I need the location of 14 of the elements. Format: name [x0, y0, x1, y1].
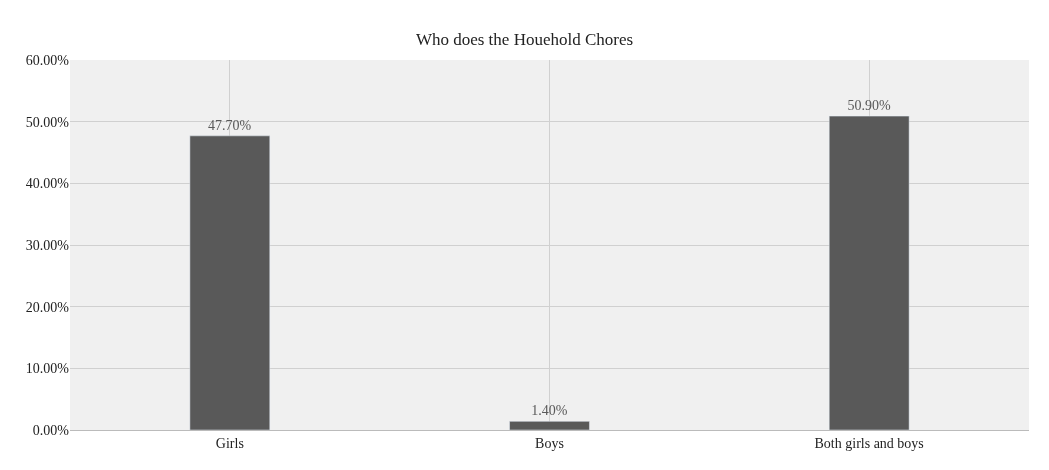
x-tick-label: Girls	[215, 435, 244, 451]
y-tick-label: 0.00%	[32, 422, 70, 438]
y-tick-label: 30.00%	[25, 237, 70, 253]
y-tick-label: 50.00%	[25, 114, 70, 130]
y-tick-label: 10.00%	[25, 361, 70, 377]
chart-title: Who does the Houehold Chores	[415, 29, 634, 49]
y-tick-label: 20.00%	[25, 299, 70, 315]
data-label: 50.90%	[847, 98, 891, 114]
y-tick-label: 40.00%	[25, 176, 70, 192]
data-label: 47.70%	[208, 117, 252, 133]
x-tick-label: Both girls and boys	[814, 435, 924, 451]
data-label: 1.40%	[531, 403, 568, 419]
y-tick-label: 60.00%	[25, 52, 70, 68]
x-tick-label: Boys	[535, 435, 564, 451]
